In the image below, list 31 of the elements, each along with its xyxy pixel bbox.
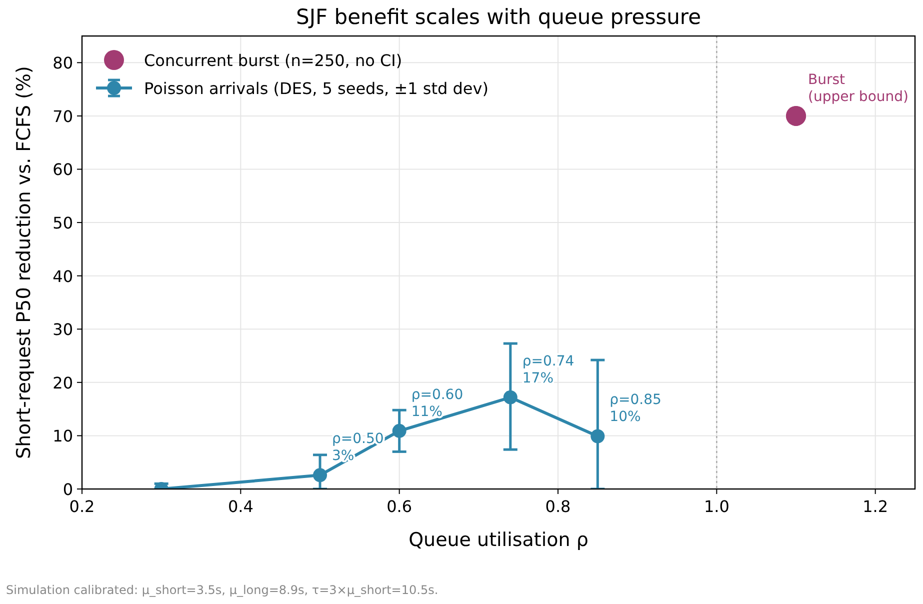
- y-axis-title: Short-request P50 reduction vs. FCFS (%): [13, 66, 35, 459]
- y-tick-label: 10: [52, 426, 73, 446]
- x-tick-label: 0.6: [386, 497, 412, 516]
- x-tick-label: 0.8: [545, 497, 571, 516]
- y-tick-label: 60: [52, 160, 73, 180]
- legend-label: Concurrent burst (n=250, no CI): [144, 51, 402, 70]
- y-tick-label: 80: [52, 54, 73, 73]
- point: [786, 106, 806, 126]
- annotation: ρ=0.50 3%: [332, 431, 384, 464]
- text: Simulation calibrated: μ_short=3.5s, μ_long=8.9s, τ=3×μ_short=10.5s.: [6, 583, 438, 597]
- point: [313, 468, 327, 482]
- y-tick-label: 0: [62, 480, 73, 499]
- annotation: ρ=0.85 10%: [610, 392, 662, 426]
- annotation: ρ=0.74 17%: [522, 353, 574, 386]
- y-tick-label: 50: [52, 214, 73, 233]
- x-tick-label: 1.0: [704, 497, 730, 516]
- x-tick-label: 0.2: [69, 497, 95, 516]
- x-axis-title: Queue utilisation ρ: [408, 529, 588, 551]
- annotation: Burst (upper bound): [808, 72, 908, 105]
- point: [503, 390, 518, 404]
- y-tick-label: 40: [52, 266, 73, 286]
- y-tick-label: 20: [52, 373, 73, 392]
- point: [392, 424, 406, 438]
- y-tick-label: 30: [52, 320, 73, 340]
- x-tick-label: 1.2: [862, 497, 888, 516]
- chart-title: SJF benefit scales with queue pressure: [296, 5, 702, 29]
- point: [590, 429, 605, 444]
- x-tick-label: 0.4: [228, 497, 254, 516]
- y-tick-label: 70: [52, 106, 73, 126]
- legend-label: Poisson arrivals (DES, 5 seeds, ±1 std dev): [144, 79, 488, 98]
- annotation: ρ=0.60 11%: [411, 386, 464, 420]
